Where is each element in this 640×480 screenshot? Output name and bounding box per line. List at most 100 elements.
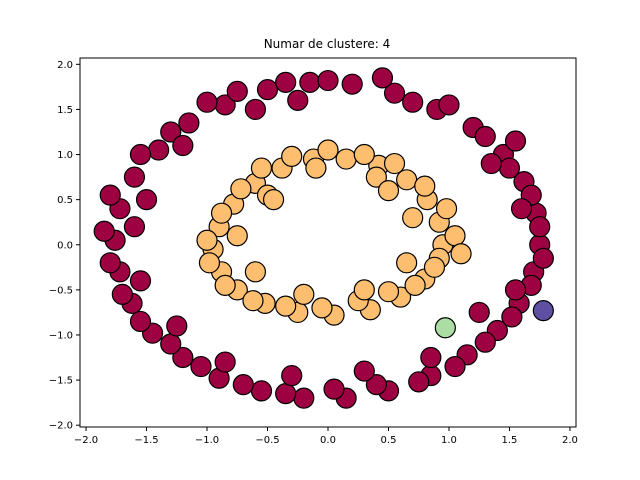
data-point-cluster-2 (198, 252, 221, 274)
data-point-cluster-2 (275, 295, 297, 317)
data-point-cluster-1 (504, 279, 527, 301)
data-point-cluster-1 (275, 383, 297, 405)
data-point-cluster-1 (353, 360, 375, 382)
data-point-cluster-2 (311, 297, 333, 319)
data-point-cluster-1 (287, 89, 309, 112)
data-point-cluster-1 (123, 166, 146, 188)
data-point-cluster-2 (244, 261, 267, 283)
data-point-cluster-1 (498, 157, 521, 179)
points-layer (93, 67, 554, 409)
data-point-cluster-2 (383, 152, 406, 175)
y-tick-label: −0.5 (49, 285, 73, 296)
x-tick-label: −2.0 (74, 435, 98, 446)
data-point-cluster-1 (178, 112, 200, 134)
data-point-cluster-1 (226, 80, 248, 102)
data-point-cluster-1 (474, 125, 496, 148)
data-point-cluster-1 (281, 364, 303, 387)
x-tick-label: 0.0 (320, 435, 336, 446)
data-point-cluster-1 (250, 380, 273, 402)
data-point-cluster-1 (420, 346, 442, 369)
data-point-cluster-1 (402, 91, 424, 113)
data-point-cluster-2 (293, 283, 315, 305)
data-point-cluster-1 (365, 373, 387, 396)
data-point-cluster-2 (396, 252, 418, 274)
data-point-cluster-1 (293, 387, 315, 409)
data-point-cluster-1 (529, 216, 551, 238)
x-tick-label: 2.0 (562, 435, 578, 446)
data-point-cluster-2 (196, 229, 218, 251)
data-point-cluster-1 (244, 98, 267, 121)
data-point-cluster-1 (232, 373, 254, 396)
data-point-cluster-1 (468, 301, 490, 324)
data-point-cluster-2 (365, 166, 387, 188)
data-point-cluster-1 (99, 184, 121, 206)
data-point-cluster-2 (450, 243, 472, 265)
data-point-cluster-1 (444, 355, 466, 378)
data-point-cluster-2 (402, 207, 424, 229)
data-point-cluster-1 (474, 331, 496, 353)
data-point-cluster-1 (129, 310, 152, 333)
data-point-cluster-1 (275, 71, 297, 93)
data-point-cluster-1 (371, 67, 394, 89)
data-point-cluster-2 (226, 225, 248, 247)
data-point-cluster-1 (160, 333, 182, 355)
data-point-cluster-1 (135, 189, 158, 211)
data-point-cluster-1 (196, 91, 218, 113)
data-point-cluster-1 (166, 315, 188, 337)
data-point-cluster-2 (230, 178, 252, 200)
data-point-cluster-1 (129, 143, 152, 166)
data-point-cluster-2 (281, 145, 303, 167)
y-tick-label: −2.0 (49, 421, 73, 432)
data-point-cluster-1 (172, 346, 194, 369)
data-point-cluster-1 (383, 82, 406, 104)
data-point-cluster-1 (129, 270, 152, 292)
data-point-cluster-1 (317, 69, 339, 92)
data-point-cluster-1 (323, 378, 345, 400)
data-point-cluster-1 (408, 371, 430, 393)
data-point-cluster-1 (160, 121, 182, 143)
data-point-cluster-2 (423, 256, 446, 278)
data-point-cluster-1 (532, 247, 554, 269)
data-point-cluster-2 (262, 189, 285, 211)
data-point-cluster-1 (299, 71, 321, 93)
data-point-cluster-1 (123, 216, 146, 238)
y-tick-label: 0.0 (57, 240, 73, 251)
y-axis: −2.0 −1.5 −1.0 −0.5 0.0 0.5 1.0 1.5 2.0 (49, 60, 80, 432)
x-tick-label: 0.5 (381, 435, 397, 446)
data-point-cluster-2 (404, 274, 426, 296)
y-tick-label: −1.0 (49, 330, 73, 341)
data-point-cluster-1 (172, 134, 194, 157)
data-point-cluster-1 (190, 355, 212, 378)
data-point-cluster-2 (353, 279, 375, 301)
data-point-cluster-2 (210, 202, 233, 224)
data-point-cluster-2 (353, 143, 375, 166)
data-point-cluster-2 (414, 175, 436, 197)
x-axis: −2.0 −1.5 −1.0 −0.5 0.0 0.5 1.0 1.5 2.0 (74, 427, 578, 446)
data-point-cluster-4 (532, 300, 554, 322)
x-tick-label: 1.0 (441, 435, 457, 446)
data-point-cluster-1 (341, 73, 363, 95)
y-tick-label: 1.5 (57, 105, 73, 116)
data-point-cluster-1 (438, 94, 460, 116)
data-point-cluster-1 (256, 78, 279, 101)
x-tick-label: 1.5 (502, 435, 518, 446)
data-point-cluster-2 (435, 198, 458, 220)
data-point-cluster-1 (148, 139, 170, 161)
x-tick-label: −1.0 (195, 435, 219, 446)
data-point-cluster-1 (504, 130, 527, 152)
plot-frame (79, 57, 577, 428)
data-point-cluster-1 (99, 252, 121, 274)
data-point-cluster-2 (317, 139, 339, 161)
data-point-cluster-1 (93, 220, 115, 242)
data-point-cluster-2 (242, 290, 264, 312)
data-point-cluster-2 (377, 281, 400, 303)
y-tick-label: −1.5 (49, 376, 73, 387)
data-point-cluster-2 (305, 157, 327, 179)
data-point-cluster-2 (214, 274, 236, 296)
x-tick-label: −1.5 (134, 435, 158, 446)
data-point-cluster-2 (444, 225, 466, 247)
data-point-cluster-1 (480, 152, 502, 175)
y-tick-label: 1.0 (57, 150, 73, 161)
data-point-cluster-1 (111, 283, 133, 305)
